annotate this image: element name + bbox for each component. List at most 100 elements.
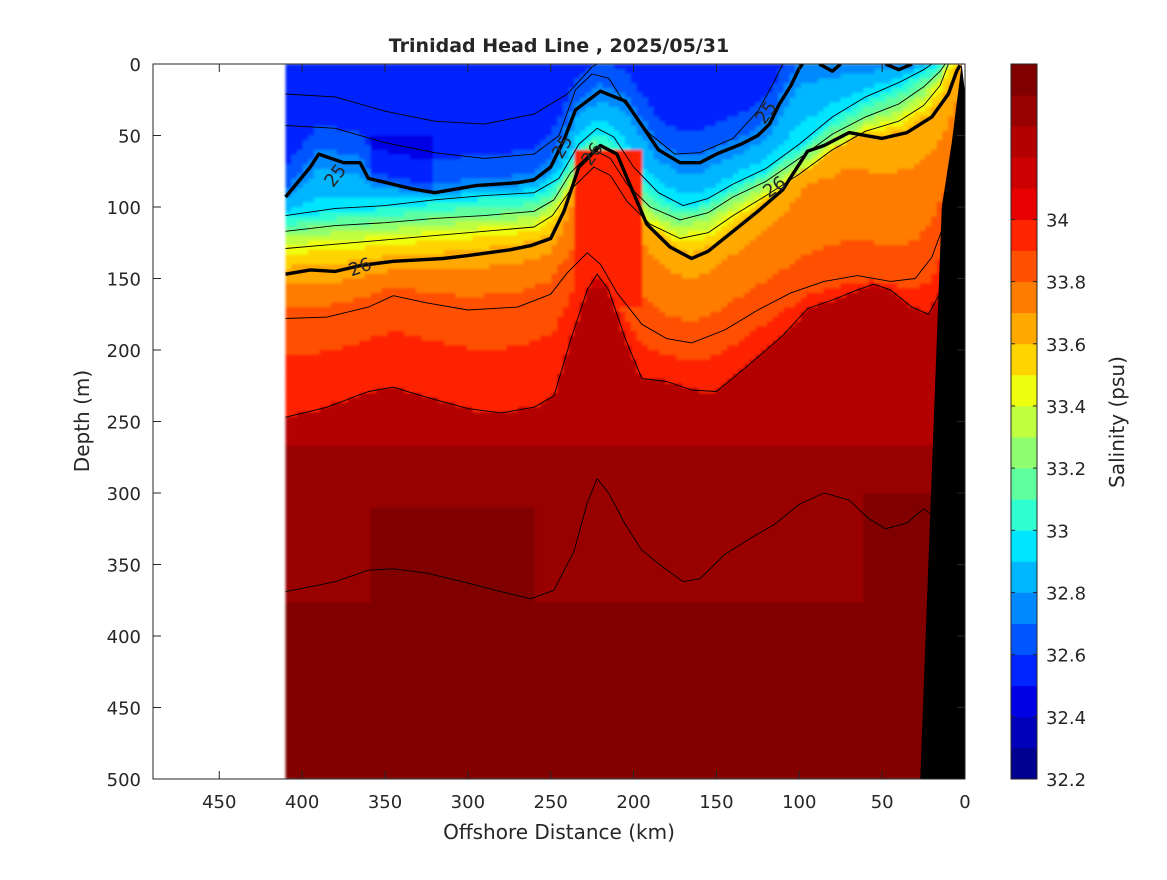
field-cell bbox=[715, 192, 728, 199]
isopycnal-thin-line bbox=[285, 192, 953, 344]
colorbar-tick-label: 33.6 bbox=[1046, 335, 1086, 356]
field-cell bbox=[721, 178, 745, 184]
field-cell bbox=[829, 145, 836, 151]
field-cell bbox=[693, 249, 740, 256]
field-cell bbox=[557, 373, 643, 380]
field-cell bbox=[285, 140, 304, 146]
field-cell bbox=[647, 183, 666, 189]
field-cell bbox=[370, 154, 411, 160]
field-cell bbox=[568, 249, 575, 256]
field-cell bbox=[285, 130, 315, 137]
field-cell bbox=[534, 521, 864, 527]
field-cell bbox=[285, 311, 564, 318]
field-cell bbox=[800, 168, 842, 175]
field-cell bbox=[563, 369, 638, 375]
field-cell bbox=[285, 664, 965, 670]
field-cell bbox=[319, 350, 570, 356]
field-cell bbox=[313, 130, 360, 137]
field-cell bbox=[285, 106, 564, 113]
field-cell bbox=[523, 259, 564, 265]
field-cell bbox=[285, 259, 349, 265]
field-cell bbox=[285, 464, 965, 470]
field-cell bbox=[285, 211, 321, 218]
field-cell bbox=[370, 168, 434, 175]
field-cell bbox=[557, 116, 570, 122]
field-cell bbox=[585, 68, 626, 75]
field-cell bbox=[919, 283, 943, 289]
field-cell bbox=[291, 207, 377, 213]
field-cell bbox=[727, 207, 740, 213]
field-cell bbox=[574, 249, 643, 256]
field-cell bbox=[755, 283, 842, 289]
field-cell bbox=[285, 249, 309, 256]
field-cell bbox=[285, 316, 558, 322]
field-cell bbox=[749, 240, 842, 246]
field-cell bbox=[285, 450, 965, 456]
field-cell bbox=[880, 92, 898, 98]
field-cell bbox=[868, 168, 898, 175]
field-cell bbox=[285, 369, 564, 375]
field-cell bbox=[568, 216, 575, 222]
field-cell bbox=[574, 235, 643, 241]
field-cell bbox=[387, 173, 434, 179]
field-cell bbox=[800, 192, 943, 199]
field-cell bbox=[800, 154, 813, 160]
field-cell bbox=[387, 330, 406, 337]
field-cell bbox=[846, 140, 938, 146]
coastal-blank bbox=[961, 64, 965, 93]
field-cell bbox=[387, 149, 434, 156]
field-cell bbox=[370, 135, 434, 141]
field-cell bbox=[551, 164, 564, 170]
field-cell bbox=[659, 350, 723, 356]
field-cell bbox=[285, 307, 564, 313]
field-cell bbox=[404, 211, 502, 218]
field-cell bbox=[772, 316, 802, 322]
field-cell bbox=[285, 283, 536, 289]
field-cell bbox=[285, 483, 965, 489]
colorbar-band bbox=[1011, 312, 1037, 345]
field-cell bbox=[517, 216, 541, 222]
field-cell bbox=[744, 183, 757, 189]
field-cell bbox=[455, 221, 536, 227]
field-cell bbox=[676, 245, 706, 251]
field-cell bbox=[540, 226, 553, 232]
field-cell bbox=[778, 268, 938, 275]
field-cell bbox=[568, 340, 626, 346]
field-cell bbox=[732, 373, 965, 380]
field-cell bbox=[285, 416, 965, 423]
field-cell bbox=[557, 187, 564, 194]
field-cell bbox=[778, 311, 802, 318]
field-cell bbox=[642, 302, 655, 308]
field-cell bbox=[574, 78, 632, 84]
field-cell bbox=[772, 173, 785, 179]
field-cell bbox=[823, 125, 830, 132]
field-cell bbox=[432, 149, 513, 156]
field-cell bbox=[823, 145, 830, 151]
field-cell bbox=[285, 726, 965, 732]
field-cell bbox=[846, 125, 859, 132]
field-cell bbox=[914, 64, 926, 70]
field-cell bbox=[931, 111, 955, 118]
field-cell bbox=[608, 283, 643, 289]
field-cell bbox=[551, 245, 575, 251]
field-cell bbox=[919, 78, 932, 84]
x-axis-ticks: 450 400 350 300 250 200 150 100 50 0 bbox=[202, 64, 971, 813]
field-cell bbox=[336, 216, 428, 222]
field-cell bbox=[534, 512, 864, 518]
field-cell bbox=[546, 202, 553, 208]
colorbar-band bbox=[1011, 499, 1037, 531]
field-cell bbox=[897, 168, 949, 175]
field-cell bbox=[551, 273, 575, 280]
field-cell bbox=[642, 268, 672, 275]
field-cell bbox=[285, 397, 349, 404]
field-cell bbox=[664, 264, 717, 270]
field-cell bbox=[370, 597, 536, 604]
field-cell bbox=[285, 645, 965, 651]
field-cell bbox=[715, 388, 965, 394]
field-cell bbox=[789, 207, 938, 213]
field-cell bbox=[812, 164, 915, 170]
field-cell bbox=[885, 125, 909, 132]
field-cell bbox=[574, 168, 643, 175]
field-cell bbox=[364, 159, 372, 165]
field-cell bbox=[285, 626, 965, 632]
